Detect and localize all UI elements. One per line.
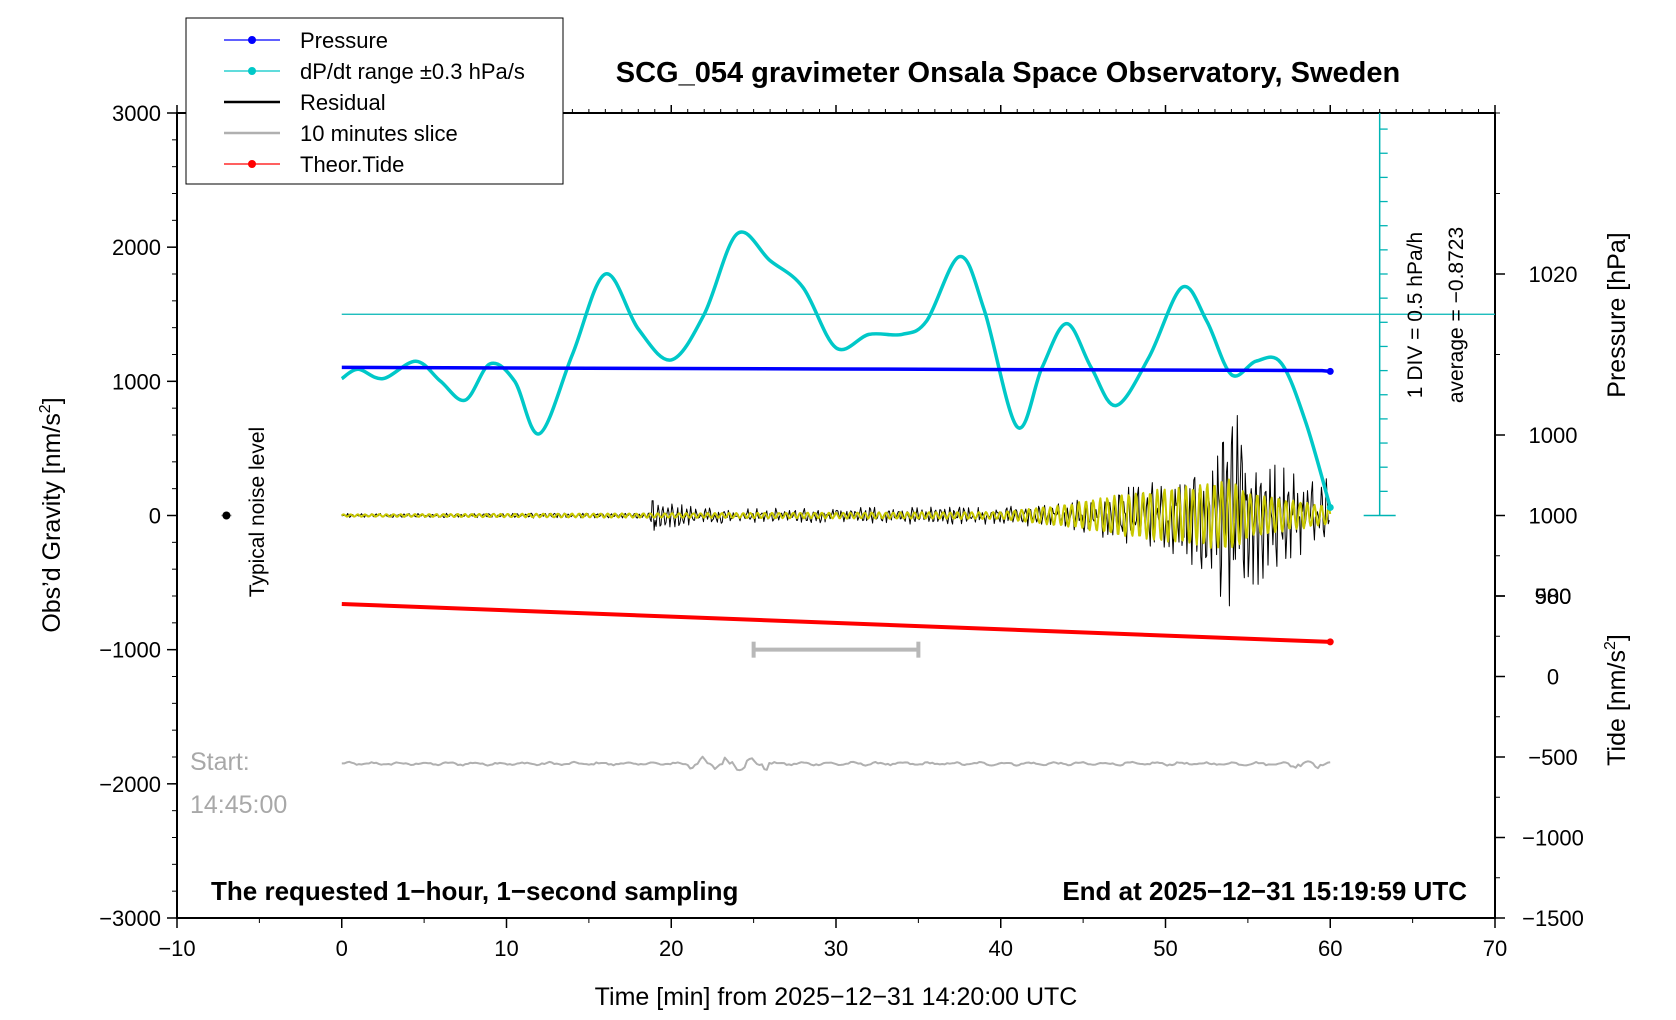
y-axis-label-tide: Tide [nm/s2] <box>1602 634 1631 766</box>
legend-box <box>185 17 564 185</box>
chart-title: SCG_054 gravimeter Onsala Space Observat… <box>616 57 1400 89</box>
dpdt-end-point <box>1326 503 1334 511</box>
x-tick-label-8: 70 <box>1483 936 1507 961</box>
legend-label-3: 10 minutes slice <box>300 121 458 146</box>
tide-tick-label-3: −500 <box>1528 745 1578 770</box>
legend-entries: Pressure dP/dt range ±0.3 hPa/s Residual 10… <box>224 28 525 177</box>
legend-label-4: Theor.Tide <box>300 152 404 177</box>
footer-right-label: End at 2025−12−31 15:19:59 UTC <box>1062 876 1467 906</box>
pressure-scale-label: 1 DIV = 0.5 hPa/h <box>1404 232 1427 398</box>
y-tick-label-5: −2000 <box>99 772 161 797</box>
legend-label-2: Residual <box>300 90 386 115</box>
y-axis-label-left: Obs’d Gravity [nm/s2] <box>37 397 66 632</box>
y-axis-label-left-end: ] <box>38 397 66 404</box>
tide-tick-label-2: 0 <box>1547 665 1559 690</box>
legend-label-1: dP/dt range ±0.3 hPa/s <box>300 59 525 84</box>
dpdt-series-line <box>340 230 1332 508</box>
tide-series-line <box>341 602 1331 644</box>
y-tick-label-2: 1000 <box>112 369 161 394</box>
x-tick-label-2: 10 <box>494 936 518 961</box>
x-tick-label-7: 60 <box>1318 936 1342 961</box>
y-axis-label-tide-sup: 2 <box>1602 641 1619 650</box>
pressure-tick-label-1: 1000 <box>1529 423 1578 448</box>
pressure-end-point <box>1326 367 1334 375</box>
legend-marker-1 <box>248 67 256 75</box>
noise-marker-point <box>222 511 231 520</box>
y-axis-label-left-main: Obs’d Gravity [nm/s <box>38 413 66 633</box>
legend-marker-4 <box>248 160 256 168</box>
tide-tick-label-4: −1000 <box>1522 826 1584 851</box>
y-tick-label-4: −1000 <box>99 638 161 663</box>
x-tick-label-6: 50 <box>1153 936 1177 961</box>
pressure-series-line <box>341 365 1331 374</box>
filtered-series-line <box>341 478 1332 549</box>
x-tick-label-3: 20 <box>659 936 683 961</box>
x-axis-label: Time [min] from 2025−12−31 14:20:00 UTC <box>595 983 1078 1011</box>
tide-tick-label-1: 500 <box>1535 584 1572 609</box>
x-tick-label-4: 30 <box>824 936 848 961</box>
pressure-tick-label-0: 1020 <box>1529 262 1578 287</box>
tide-end-point <box>1326 638 1334 646</box>
start-time-label: 14:45:00 <box>190 791 287 819</box>
y-axis-label-tide-main: Tide [nm/s <box>1603 650 1631 766</box>
y-axis-label-left-sup: 2 <box>37 404 54 413</box>
y-tick-label-0: 3000 <box>112 101 161 126</box>
legend-label-0: Pressure <box>300 28 388 53</box>
legend-marker-0 <box>248 36 256 44</box>
x-tick-label-1: 0 <box>336 936 348 961</box>
y-axis-label-pressure: Pressure [hPa] <box>1603 232 1631 397</box>
pressure-tick-label-2: 980 <box>1535 584 1572 609</box>
start-label: Start: <box>190 748 250 776</box>
footer-left-label: The requested 1−hour, 1−second sampling <box>211 876 738 906</box>
y-tick-label-3: 0 <box>149 504 161 529</box>
y-tick-label-1: 2000 <box>112 235 161 260</box>
series-layer <box>221 113 1495 772</box>
slice-series-line <box>341 755 1331 772</box>
tide-tick-label-0: 1000 <box>1529 504 1578 529</box>
pressure-average-label: average = −0.8723 <box>1445 227 1468 403</box>
y-tick-label-6: −3000 <box>99 906 161 931</box>
x-tick-label-5: 40 <box>989 936 1013 961</box>
legend: Pressure dP/dt range ±0.3 hPa/s Residual 10… <box>185 17 564 185</box>
noise-level-label: Typical noise level <box>246 427 269 597</box>
tide-tick-label-5: −1500 <box>1522 906 1584 931</box>
axis-ticks: −10 0 10 20 30 40 50 60 703000200010000−1000−200… <box>99 101 1584 961</box>
y-axis-label-tide-end: ] <box>1603 634 1631 641</box>
x-tick-label-0: −10 <box>158 936 195 961</box>
